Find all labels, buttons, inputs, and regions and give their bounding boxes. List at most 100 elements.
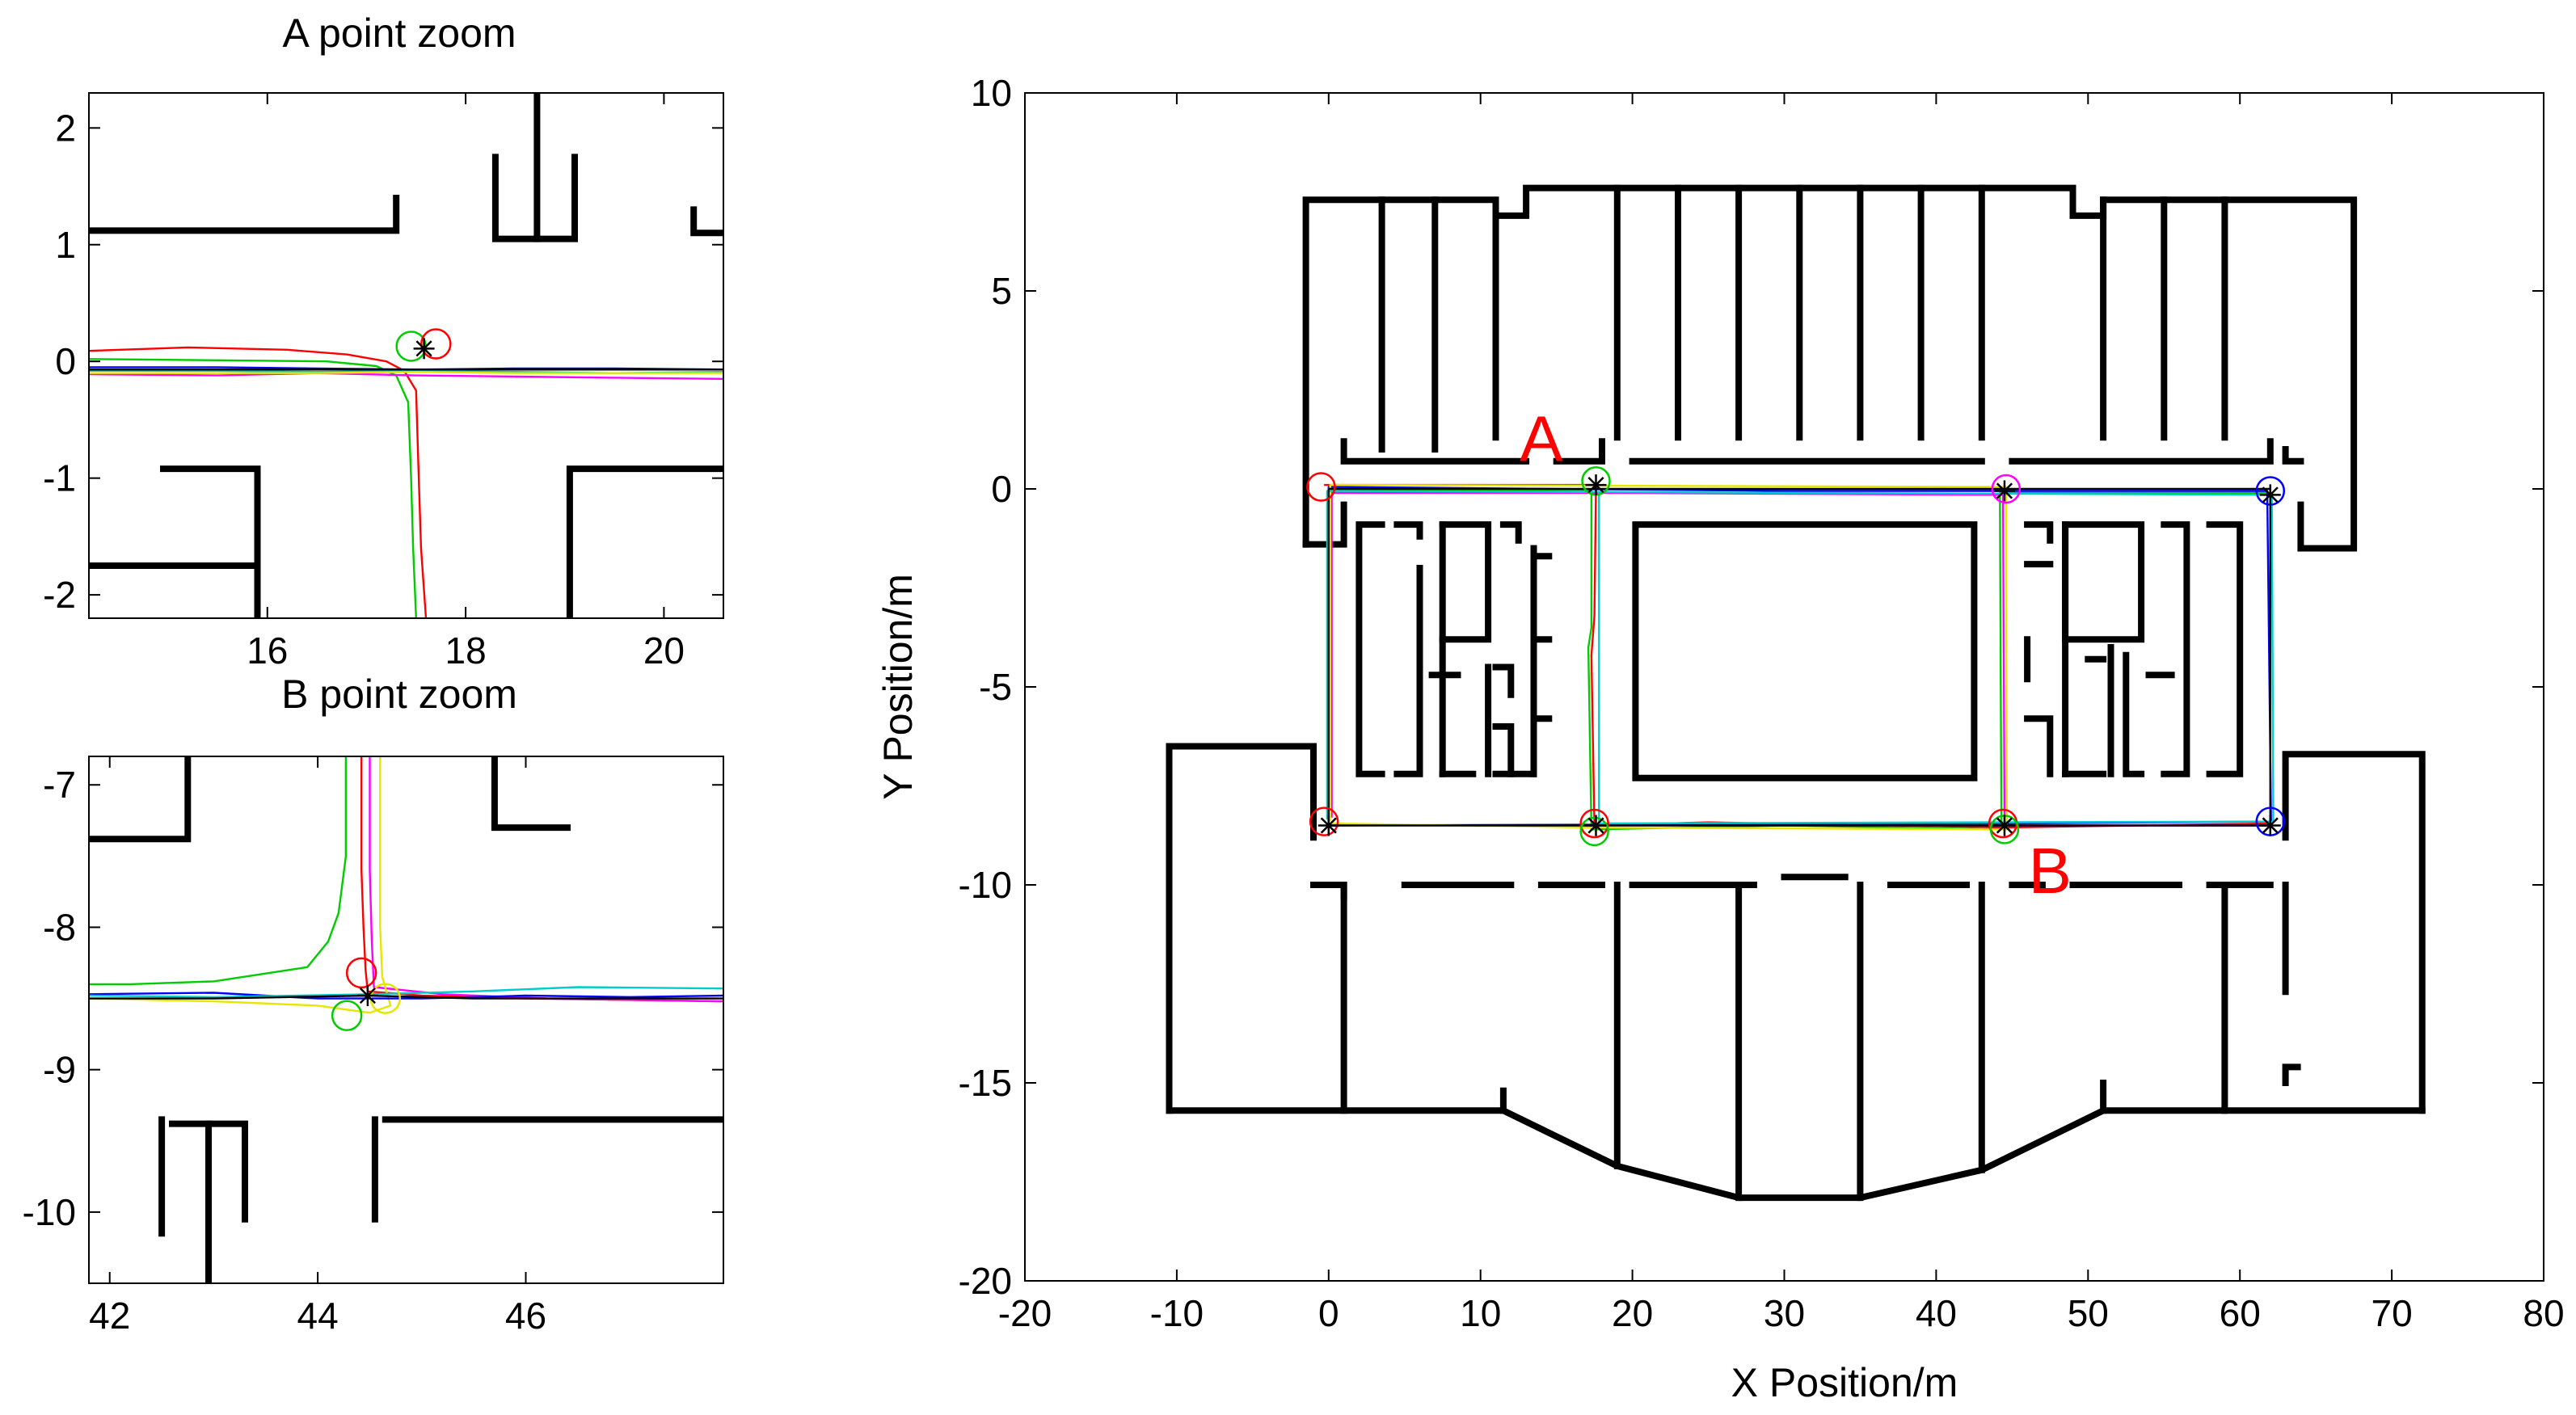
trajectory-line xyxy=(1329,483,2009,831)
y-tick-label: 0 xyxy=(991,468,1012,510)
x-tick-label: 42 xyxy=(89,1295,130,1337)
x-axis-title: X Position/m xyxy=(1731,1360,1958,1405)
wall-segment xyxy=(1340,438,1530,465)
zoom-a-plot-area: 16 18 20 2 1 0 -1 -2 xyxy=(43,92,724,672)
zoom-a-axes-frame xyxy=(88,92,724,619)
x-tick-label: 16 xyxy=(247,630,288,672)
main-marks xyxy=(1166,184,2426,1202)
wall-segment xyxy=(160,465,261,618)
x-tick-label: 80 xyxy=(2523,1292,2564,1334)
x-tick-label: 50 xyxy=(2068,1292,2109,1334)
wall-segment xyxy=(2024,715,2054,777)
wall-segment xyxy=(1492,663,1515,698)
wall-segment xyxy=(690,206,723,237)
x-tick-label: 18 xyxy=(445,630,487,672)
trajectory-line xyxy=(89,986,723,999)
wall-segment xyxy=(1553,438,1605,465)
wall-segment xyxy=(1492,723,1515,777)
wall-segment xyxy=(491,756,571,832)
wall-segment xyxy=(2009,438,2274,465)
y-tick-label: 2 xyxy=(55,107,76,149)
main-panel: AB-20 -10 0 10 20 30 40 50 60 70 801050-5-10-15-20… xyxy=(875,72,2565,1405)
reference-point-marker xyxy=(2259,484,2281,506)
y-axis-title: Y Position/m xyxy=(875,574,921,800)
reference-point-marker xyxy=(1318,815,1339,836)
point-label-b: B xyxy=(2029,835,2072,907)
trajectory-line xyxy=(1326,490,2275,825)
wall-segment xyxy=(2282,751,2426,1114)
trajectory-line xyxy=(89,756,348,986)
reference-point-marker xyxy=(1585,474,1607,496)
y-tick-label: -5 xyxy=(979,666,1012,708)
waypoint-circle-marker xyxy=(1579,816,1609,847)
reference-point-marker xyxy=(1585,815,1607,836)
zoom-b-panel: B point zoom 42 44 46 -7 -8 -9 -10 xyxy=(23,672,724,1337)
y-tick-label: -9 xyxy=(43,1049,76,1091)
x-tick-label: 44 xyxy=(297,1295,339,1337)
x-tick-label: 60 xyxy=(2220,1292,2261,1334)
wall-segment xyxy=(1310,882,1347,900)
reference-point-marker xyxy=(413,338,435,360)
x-tick-label: 30 xyxy=(1764,1292,1805,1334)
wall-segment xyxy=(1632,521,1978,781)
wall-segment xyxy=(1302,501,1347,548)
wall-segment xyxy=(566,465,723,618)
reference-point-marker xyxy=(2259,815,2281,836)
point-label-a: A xyxy=(1520,403,1563,475)
zoom-a-marks xyxy=(89,93,723,618)
zoom-a-title: A point zoom xyxy=(282,11,516,56)
trajectory-line xyxy=(89,992,723,1000)
zoom-b-plot-area: 42 44 46 -7 -8 -9 -10 xyxy=(23,756,724,1337)
y-tick-label: -8 xyxy=(43,906,76,948)
zoom-a-panel: A point zoom 16 18 20 2 1 0 -1 -2 xyxy=(43,11,724,672)
zoom-b-marks xyxy=(89,756,723,1283)
trajectory-line xyxy=(89,372,723,381)
x-tick-label: 46 xyxy=(505,1295,546,1337)
y-tick-label: -20 xyxy=(959,1260,1012,1302)
wall-segment xyxy=(1393,521,1423,540)
wall-segment xyxy=(2123,651,2145,777)
zoom-b-axes-frame xyxy=(88,756,724,1284)
x-tick-label: 20 xyxy=(1612,1292,1653,1334)
waypoint-circle-marker xyxy=(1579,808,1609,839)
x-tick-label: -10 xyxy=(1150,1292,1204,1334)
wall-segment xyxy=(1166,743,1317,1114)
x-tick-label: 10 xyxy=(1460,1292,1501,1334)
waypoint-circle-marker xyxy=(1306,472,1336,502)
x-tick-label: 70 xyxy=(2372,1292,2413,1334)
zoom-b-title: B point zoom xyxy=(281,672,517,717)
y-tick-label: -10 xyxy=(959,864,1012,906)
wall-segment xyxy=(169,1120,248,1223)
waypoint-circle-marker xyxy=(331,1000,363,1031)
y-tick-label: 1 xyxy=(55,224,76,266)
waypoint-circle-marker xyxy=(345,957,377,989)
wall-segment xyxy=(2161,521,2190,777)
y-tick-label: -15 xyxy=(959,1062,1012,1104)
wall-segment xyxy=(1499,521,1522,544)
x-tick-label: 20 xyxy=(643,630,685,672)
y-tick-label: -7 xyxy=(43,764,76,806)
wall-segment xyxy=(1439,521,1492,643)
wall-segment xyxy=(1393,565,1423,777)
reference-point-marker xyxy=(1993,815,2015,836)
wall-segment xyxy=(2024,521,2054,544)
y-tick-label: -2 xyxy=(43,574,76,616)
wall-segment xyxy=(1355,521,1385,777)
trajectory-line xyxy=(89,756,392,1014)
wall-segment xyxy=(1302,184,2358,552)
y-tick-label: -10 xyxy=(23,1191,76,1233)
waypoint-circle-marker xyxy=(420,328,452,360)
reference-point-marker xyxy=(356,985,378,1007)
wall-segment xyxy=(1166,1107,2426,1202)
trajectory-line xyxy=(89,346,428,618)
y-tick-label: -1 xyxy=(43,457,76,499)
wall-segment xyxy=(89,195,400,234)
y-tick-label: 5 xyxy=(991,270,1012,312)
wall-segment xyxy=(2206,521,2244,777)
trajectory-line xyxy=(89,371,723,374)
y-tick-label: 0 xyxy=(55,340,76,382)
waypoint-circle-marker xyxy=(1991,474,2022,504)
y-tick-label: 10 xyxy=(971,72,1012,114)
